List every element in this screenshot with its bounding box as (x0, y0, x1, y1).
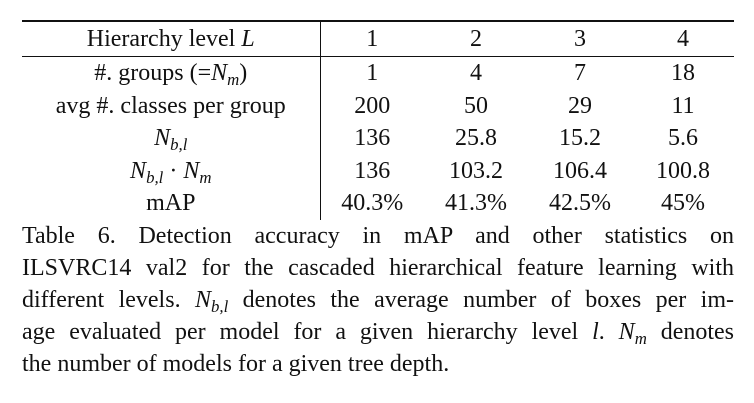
table-figure: Hierarchy level L 1 2 3 4 #. groups (=Nm… (22, 20, 734, 380)
row-label-map: mAP (22, 187, 321, 220)
table-cell: 50 (464, 92, 488, 119)
table-row: Nb,l · Nm 136 103.2 106.4 100.8 (22, 154, 734, 187)
table-cell: 103.2 (449, 157, 503, 184)
table-cell: 29 (568, 92, 592, 119)
table-row: avg #. classes per group 200 50 29 11 (22, 89, 734, 122)
row-label-nbl: Nb,l (22, 122, 321, 155)
table-row: #. groups (=Nm) 1 4 7 18 (22, 56, 734, 90)
table-cell: 18 (671, 60, 695, 87)
table-header-row: Hierarchy level L 1 2 3 4 (22, 20, 734, 57)
table-cell: 15.2 (559, 125, 601, 152)
hierarchy-stats-table: Hierarchy level L 1 2 3 4 #. groups (=Nm… (22, 20, 734, 220)
caption-line: different levels. Nb,l denotes the avera… (22, 286, 734, 316)
table-cell: 100.8 (656, 157, 710, 184)
table-cell: 40.3% (341, 190, 404, 217)
table-row: Nb,l 136 25.8 15.2 5.6 (22, 122, 734, 155)
caption-line: Table 6. Detection accuracy in mAP and o… (22, 222, 734, 249)
table-cell: 5.6 (668, 125, 698, 152)
header-level-4: 4 (632, 20, 734, 57)
header-level-2: 2 (424, 20, 528, 57)
header-level-1: 1 (320, 20, 424, 57)
table-cell: 41.3% (445, 190, 507, 217)
table-cell: 4 (470, 60, 482, 87)
table-cell: 1 (366, 60, 379, 87)
row-label-groups: #. groups (=Nm) (22, 56, 321, 90)
table-cell: 7 (574, 60, 586, 87)
table-cell: 200 (354, 92, 391, 119)
caption-line: the number of models for a given tree de… (22, 350, 450, 377)
header-level-3: 3 (528, 20, 632, 57)
table-cell: 45% (661, 190, 705, 217)
table-cell: 11 (671, 92, 695, 119)
row-label-avg-classes: avg #. classes per group (22, 89, 321, 122)
header-label: Hierarchy level L (22, 20, 321, 57)
table-cell: 42.5% (549, 190, 611, 217)
caption-line: age evaluated per model for a given hier… (22, 318, 735, 348)
caption-line: ILSVRC14 val2 for the cascaded hierarchi… (22, 254, 734, 281)
table-cell: 136 (354, 157, 391, 184)
table-cell: 25.8 (455, 125, 497, 152)
row-label-nbl-nm: Nb,l · Nm (22, 154, 321, 187)
table-caption: Table 6. Detection accuracy in mAP and o… (22, 220, 734, 380)
table-cell: 106.4 (553, 157, 607, 184)
table-row: mAP 40.3% 41.3% 42.5% 45% (22, 187, 734, 220)
table-cell: 136 (354, 125, 391, 152)
